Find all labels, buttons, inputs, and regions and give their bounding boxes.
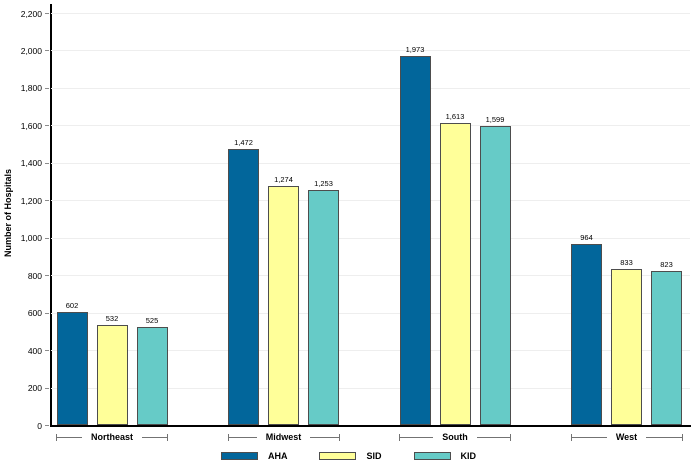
legend-item-aha: AHA (220, 451, 288, 461)
legend-label-sid: SID (366, 451, 382, 461)
y-tick-label: 2,200 (20, 8, 42, 19)
legend: AHA SID KID (0, 451, 697, 461)
bracket-line-right (142, 436, 168, 438)
y-axis (50, 4, 52, 427)
bracket-line-right (476, 436, 510, 438)
y-tick-label: 400 (27, 345, 42, 356)
legend-swatch-kid (413, 452, 451, 460)
y-tick-mark (45, 425, 49, 426)
y-tick-mark (45, 237, 49, 239)
gridline (51, 312, 690, 314)
bracket-cap-left (56, 433, 57, 441)
y-tick-mark (45, 350, 49, 352)
gridline (51, 13, 690, 14)
y-tick-label: 1,600 (20, 120, 42, 131)
bar-sid-west (611, 269, 642, 425)
bar-aha-midwest (228, 149, 259, 425)
bar-value-label: 1,274 (274, 175, 293, 185)
bar-kid-south (479, 125, 511, 425)
gridline (51, 162, 690, 164)
legend-label-aha: AHA (267, 451, 288, 461)
gridline (51, 275, 690, 277)
bracket-line-left (57, 436, 82, 438)
y-tick-label: 800 (27, 270, 42, 281)
category-bracket-midwest: Midwest (227, 430, 340, 444)
gridline (51, 237, 690, 239)
bar-value-label: 823 (660, 259, 673, 269)
bracket-line-left (571, 436, 607, 438)
plot-area (51, 13, 690, 425)
bar-sid-midwest (268, 186, 299, 425)
category-bracket-northeast: Northeast (56, 430, 169, 444)
category-label: South (442, 432, 468, 442)
y-tick-mark (45, 312, 49, 314)
y-tick-mark (45, 125, 49, 127)
bar-value-label: 833 (620, 258, 633, 267)
bracket-line-right (646, 436, 682, 438)
bar-value-label: 964 (580, 233, 593, 243)
bar-value-label: 525 (145, 315, 159, 325)
bar-kid-northeast (136, 326, 168, 425)
legend-swatch-sid (319, 452, 357, 460)
y-tick-label: 1,800 (20, 83, 42, 94)
y-tick-mark (45, 87, 49, 89)
legend-swatch-aha (220, 452, 258, 460)
category-bracket-south: South (399, 430, 511, 444)
legend-item-kid: KID (413, 451, 477, 461)
bracket-cap-left (227, 433, 229, 441)
bracket-cap-right (338, 433, 340, 441)
y-tick-mark (45, 275, 49, 277)
bracket-cap-right (510, 433, 511, 441)
bar-aha-west (571, 244, 602, 425)
bracket-cap-right (167, 433, 169, 441)
y-axis-title: Number of Hospitals (3, 169, 13, 258)
category-label: Northeast (91, 432, 134, 442)
bar-value-label: 1,253 (314, 179, 333, 189)
bar-sid-south (439, 122, 471, 425)
bar-value-label: 602 (65, 301, 79, 311)
y-tick-mark (45, 387, 49, 389)
y-tick-label: 1,200 (20, 195, 42, 206)
bar-value-label: 1,613 (445, 111, 465, 121)
y-tick-label: 600 (27, 308, 42, 319)
bracket-line-left (228, 436, 257, 438)
bracket-line-right (310, 436, 339, 438)
gridline (51, 50, 690, 52)
y-tick-label: 200 (27, 383, 42, 394)
y-tick-label: 1,000 (20, 233, 42, 244)
bar-value-label: 1,472 (234, 138, 253, 148)
gridline (51, 387, 690, 389)
bracket-cap-left (399, 433, 400, 441)
y-tick-mark (45, 13, 49, 14)
x-axis (50, 425, 691, 427)
bracket-cap-right (681, 433, 683, 441)
y-tick-label: 2,000 (20, 45, 42, 56)
bracket-line-left (400, 436, 434, 438)
bar-value-label: 532 (105, 314, 119, 324)
y-tick-mark (45, 50, 49, 52)
bar-aha-northeast (56, 312, 88, 425)
gridline (51, 87, 690, 89)
bar-sid-northeast (96, 325, 128, 425)
bar-kid-midwest (308, 190, 339, 425)
y-tick-mark (45, 162, 49, 164)
category-bracket-west: West (570, 430, 683, 444)
legend-item-sid: SID (319, 451, 382, 461)
y-tick-label: 0 (37, 420, 42, 431)
bar-value-label: 1,973 (405, 44, 425, 54)
bracket-cap-left (570, 433, 572, 441)
bar-kid-west (651, 270, 682, 425)
gridline (51, 125, 690, 127)
y-tick-mark (45, 200, 49, 202)
category-label: Midwest (265, 432, 302, 442)
category-label: West (615, 432, 638, 442)
y-tick-label: 1,400 (20, 158, 42, 169)
gridline (51, 350, 690, 352)
gridline (51, 200, 690, 202)
legend-label-kid: KID (460, 451, 477, 461)
bar-value-label: 1,599 (485, 114, 505, 124)
bar-aha-south (399, 55, 431, 425)
